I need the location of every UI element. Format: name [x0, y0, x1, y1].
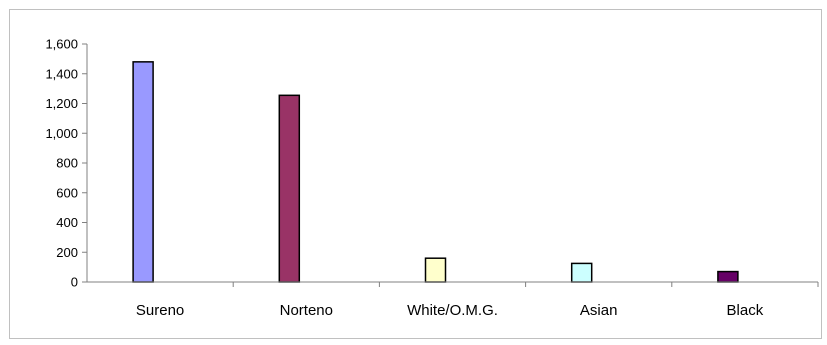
- x-axis-labels: Sureno Norteno White/O.M.G. Asian Black: [136, 302, 764, 319]
- bar-sureno: [132, 61, 154, 283]
- y-tick-label: 1,600: [45, 37, 78, 52]
- y-tick-label: 800: [56, 156, 78, 171]
- x-axis-ticks: [232, 282, 819, 287]
- y-axis-ticks: 0 200 400 600 800 1,000 1,200 1,400 1,600: [45, 37, 87, 290]
- bar-black: [717, 270, 739, 283]
- bar-white-o-m-g-: [424, 257, 447, 283]
- x-category-label: Norteno: [280, 302, 333, 319]
- x-category-label: White/O.M.G.: [407, 302, 498, 319]
- y-tick-label: 0: [71, 275, 78, 290]
- x-category-label: Asian: [580, 302, 618, 319]
- x-category-label: Sureno: [136, 302, 184, 319]
- y-tick-label: 1,200: [45, 96, 78, 111]
- bar-asian: [570, 262, 593, 283]
- bars: [132, 61, 739, 283]
- bar-norteno: [278, 94, 301, 283]
- y-tick-label: 1,000: [45, 126, 78, 141]
- y-tick-label: 1,400: [45, 66, 78, 81]
- y-tick-label: 400: [56, 215, 78, 230]
- y-tick-label: 200: [56, 245, 78, 260]
- y-tick-label: 600: [56, 185, 78, 200]
- x-category-label: Black: [727, 302, 764, 319]
